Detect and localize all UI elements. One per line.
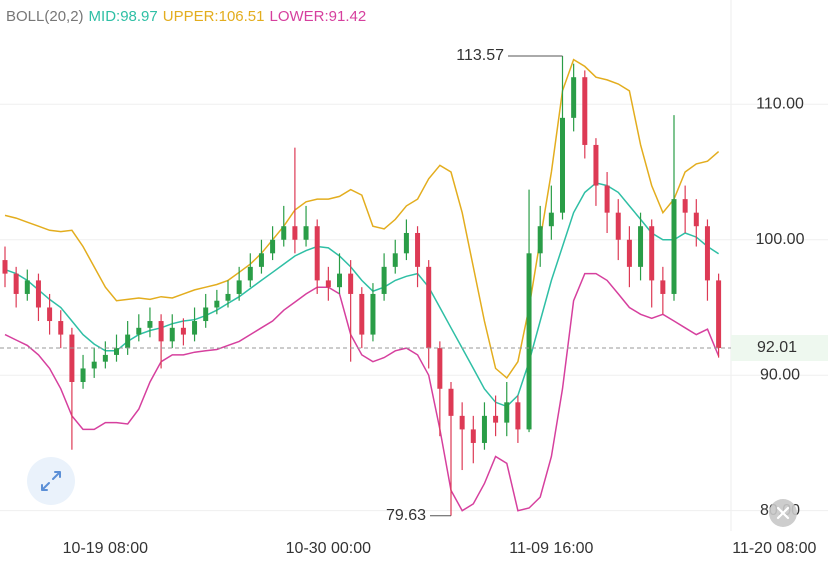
candle-body: [504, 402, 510, 423]
candle-body: [2, 260, 8, 274]
candle-body: [370, 293, 376, 335]
candle-body: [325, 280, 331, 288]
candle-body: [548, 212, 554, 227]
last-price-tag: [731, 334, 828, 361]
high-marker-label: 113.57: [456, 47, 504, 64]
candle-body: [337, 273, 342, 288]
candle-body: [615, 212, 621, 240]
candle-body: [716, 280, 722, 348]
candle-body: [292, 226, 298, 240]
candle-body: [671, 199, 677, 294]
low-marker-label: 79.63: [386, 507, 426, 524]
candle-body: [270, 239, 276, 254]
candle-body: [515, 402, 521, 430]
candle-body: [638, 226, 644, 267]
x-tick-label: 11-09 16:00: [509, 540, 593, 557]
candle-body: [403, 232, 409, 254]
candle-body: [381, 266, 387, 294]
x-tick-label: 11-20 08:00: [732, 540, 816, 557]
x-tick-label: 10-30 00:00: [286, 540, 372, 557]
candle-body: [158, 321, 164, 342]
candle-body: [24, 280, 30, 294]
candle-body: [114, 348, 119, 355]
expand-button-bg: [27, 457, 75, 505]
y-tick-label: 100.00: [756, 231, 805, 248]
expand-icon: [41, 471, 61, 491]
candle-body: [526, 253, 532, 430]
candle-body: [704, 226, 710, 281]
candle-body: [459, 415, 465, 430]
candle-body: [13, 273, 19, 294]
candle-body: [69, 334, 75, 382]
candle-body: [448, 388, 454, 416]
candle-body: [560, 117, 565, 213]
candle-body: [125, 334, 131, 349]
candle-body: [314, 226, 320, 281]
candle-body: [91, 361, 97, 369]
legend: BOLL(20,2) MID:98.97 UPPER:106.51 LOWER:91…: [6, 8, 366, 25]
candle-body: [693, 212, 699, 227]
candle-body: [481, 415, 487, 443]
candle-body: [415, 232, 421, 267]
y-tick-label: 90.00: [760, 366, 800, 383]
candle-body: [537, 226, 543, 254]
last-price-label: 92.01: [757, 339, 797, 356]
candle-body: [47, 307, 53, 322]
candle-body: [470, 429, 476, 443]
candle-body: [136, 327, 142, 335]
candle-body: [626, 239, 632, 267]
candle-body: [203, 307, 209, 322]
band-line: [4, 182, 720, 408]
candle-body: [392, 253, 398, 267]
candle-body: [258, 253, 264, 267]
candle-body: [236, 280, 242, 294]
candle-body: [682, 199, 688, 213]
candle-body: [593, 144, 599, 186]
candle-body: [426, 266, 432, 349]
candle-body: [214, 300, 220, 308]
candle-body: [35, 280, 41, 308]
candle-body: [147, 321, 153, 328]
candle-body: [169, 327, 175, 342]
candle-body: [571, 77, 577, 118]
candle-body: [58, 321, 64, 335]
candle-body: [649, 226, 655, 281]
legend-item: UPPER:106.51: [162, 8, 265, 25]
candle-body: [225, 293, 231, 301]
candle-body: [281, 226, 287, 240]
band-line: [4, 272, 720, 512]
candle-body: [102, 354, 108, 362]
candle-body: [660, 280, 666, 294]
x-tick-label: 10-19 08:00: [63, 540, 149, 557]
legend-item: MID:98.97: [88, 8, 158, 25]
candle-body: [604, 185, 610, 213]
indicator-name: BOLL(20,2): [6, 8, 84, 25]
y-tick-label: 110.00: [756, 96, 804, 113]
band-line: [4, 58, 720, 380]
candle-body: [192, 321, 198, 335]
candle-body: [493, 415, 499, 423]
legend-item: LOWER:91.42: [269, 8, 367, 25]
candle-body: [303, 226, 309, 240]
candle-body: [437, 348, 443, 389]
candle-body: [180, 327, 186, 335]
candle-body: [359, 293, 365, 335]
close-button[interactable]: [769, 499, 797, 527]
candle-body: [247, 266, 253, 281]
close-icon: [776, 506, 790, 520]
candle-body: [582, 77, 588, 145]
candle-body: [80, 368, 86, 382]
expand-button[interactable]: [27, 457, 75, 505]
candle-body: [348, 273, 354, 294]
